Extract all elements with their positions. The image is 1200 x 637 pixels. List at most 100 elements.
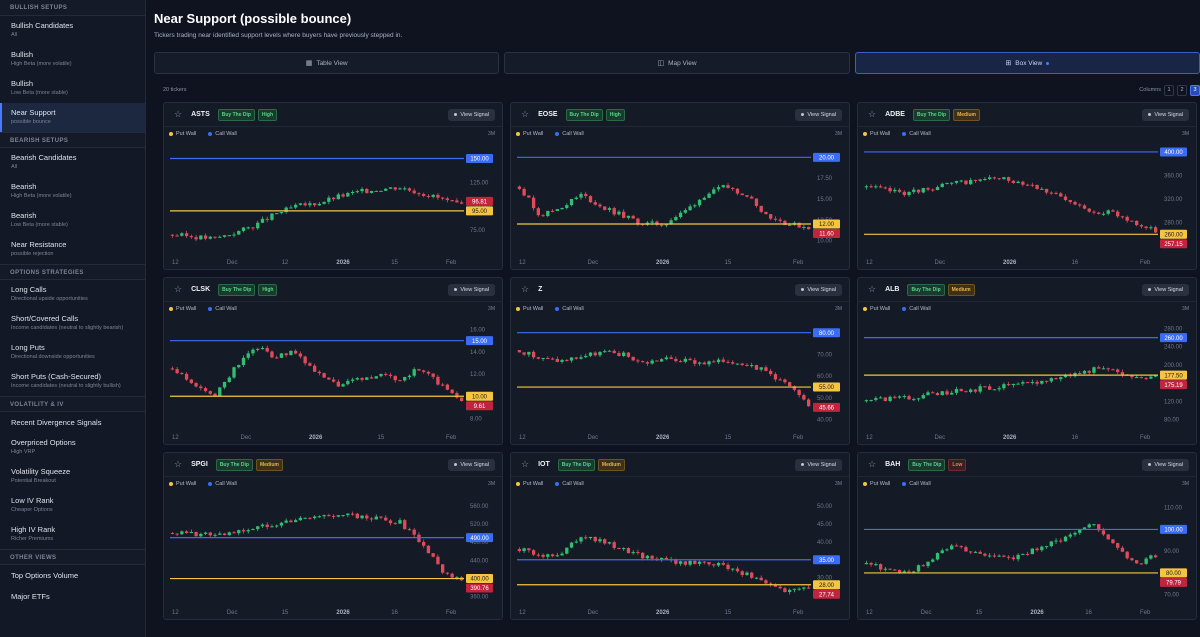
candle-body — [584, 355, 588, 358]
candle-body — [792, 588, 797, 590]
star-icon[interactable]: ☆ — [868, 284, 877, 294]
candle-body — [935, 393, 940, 396]
signal-dot-icon — [801, 288, 805, 291]
candle-body — [560, 553, 564, 556]
candle-body — [260, 524, 265, 527]
candle-body — [517, 350, 522, 353]
sidebar-item-bullish-candidates[interactable]: Bullish Candidates All — [0, 16, 145, 45]
view-signal-button[interactable]: View Signal — [448, 283, 495, 296]
sidebar-item-bullish[interactable]: Bullish Low Beta (more stable) — [0, 74, 145, 103]
candle-body — [1054, 378, 1058, 380]
candle-body — [935, 553, 940, 560]
view-signal-label: View Signal — [460, 461, 489, 468]
candle-body — [603, 539, 607, 544]
sidebar-item-major-etfs[interactable]: Major ETFs — [0, 586, 145, 607]
chart-period: 3M — [488, 481, 495, 487]
view-signal-button[interactable]: View Signal — [1142, 108, 1189, 121]
last-price-badge: 79.79 — [1160, 577, 1187, 587]
sidebar-item-sublabel: High Beta (more volatile) — [11, 61, 72, 67]
y-tick-label: 16.00 — [470, 328, 486, 334]
candle-body — [569, 357, 574, 361]
call-wall-dot-icon — [208, 482, 213, 486]
candle-body — [227, 235, 231, 237]
candle-body — [1097, 367, 1101, 369]
sidebar-item-long-puts[interactable]: Long Puts Directional downside opportunit… — [0, 338, 145, 367]
candle-body — [1006, 177, 1011, 181]
candle-body — [527, 351, 531, 355]
candle-body — [902, 571, 906, 573]
candle-body — [208, 236, 212, 239]
main-content: Near Support (possible bounce) Tickers t… — [146, 0, 1200, 637]
sidebar-item-recent-divergence-signals[interactable]: Recent Divergence Signals — [0, 412, 145, 433]
y-tick-label: 125.00 — [470, 180, 489, 186]
star-icon[interactable]: ☆ — [521, 459, 530, 469]
view-signal-button[interactable]: View Signal — [448, 458, 495, 471]
view-signal-button[interactable]: View Signal — [448, 108, 495, 121]
view-signal-button[interactable]: View Signal — [795, 458, 842, 471]
star-icon[interactable]: ☆ — [868, 109, 877, 119]
candle-body — [612, 542, 616, 548]
columns-2-button[interactable]: 2 — [1177, 84, 1187, 96]
star-icon[interactable]: ☆ — [521, 284, 530, 294]
view-signal-button[interactable]: View Signal — [1142, 458, 1189, 471]
columns-1-button[interactable]: 1 — [1164, 84, 1174, 96]
sidebar-item-bearish[interactable]: Bearish High Beta (more volatile) — [0, 177, 145, 206]
sidebar-item-bullish[interactable]: Bullish High Beta (more volatile) — [0, 45, 145, 74]
sidebar-item-bearish[interactable]: Bearish Low Beta (more stable) — [0, 206, 145, 235]
sidebar-item-near-support[interactable]: Near Support possible bounce — [0, 103, 145, 132]
candle-body — [1092, 367, 1096, 373]
candle-body — [1082, 205, 1087, 209]
legend-call-wall: Call Wall — [208, 306, 237, 312]
sidebar-item-long-calls[interactable]: Long Calls Directional upside opportuniti… — [0, 280, 145, 309]
sidebar-item-near-resistance[interactable]: Near Resistance possible rejection — [0, 235, 145, 264]
legend-call-label: Call Wall — [909, 481, 931, 487]
last-price-badge: 11.60 — [813, 229, 840, 238]
legend-put-label: Put Wall — [870, 306, 891, 312]
candle-body — [869, 186, 873, 188]
sidebar-item-bearish-candidates[interactable]: Bearish Candidates All — [0, 148, 145, 177]
card-header: ☆ SPGI Buy The Dip Medium View Signal — [164, 453, 502, 477]
sidebar-section-heading: OTHER VIEWS — [0, 549, 145, 565]
tab-box-view[interactable]: ⊞ Box View — [854, 52, 1200, 74]
candle-body — [650, 221, 654, 223]
candle-body — [184, 373, 189, 380]
candle-body — [588, 196, 593, 203]
candle-body — [806, 587, 811, 589]
sidebar-item-low-iv-rank[interactable]: Low IV Rank Cheaper Options — [0, 491, 145, 520]
sidebar-item-short-covered-calls[interactable]: Short/Covered Calls Income candidates (ne… — [0, 309, 145, 338]
star-icon[interactable]: ☆ — [174, 284, 183, 294]
star-icon[interactable]: ☆ — [521, 109, 530, 119]
star-icon[interactable]: ☆ — [868, 459, 877, 469]
candle-body — [712, 361, 716, 363]
candle-body — [912, 189, 916, 192]
view-signal-button[interactable]: View Signal — [795, 108, 842, 121]
candle-body — [398, 520, 402, 524]
columns-3-button[interactable]: 3 — [1190, 84, 1200, 96]
view-signal-button[interactable]: View Signal — [1142, 283, 1189, 296]
ticker-symbol: BAH — [885, 461, 901, 468]
candle-body — [379, 373, 383, 377]
candle-body — [645, 362, 650, 364]
candle-body — [788, 224, 792, 226]
candle-body — [969, 551, 973, 553]
candle-body — [773, 584, 778, 587]
y-tick-label: 70.00 — [1164, 593, 1180, 599]
put-wall-badge-text: 260.00 — [1164, 232, 1183, 238]
candle-body — [341, 194, 345, 197]
tab-map-view[interactable]: ◫ Map View — [504, 52, 850, 74]
star-icon[interactable]: ☆ — [174, 109, 183, 119]
sidebar-item-volatility-squeeze[interactable]: Volatility Squeeze Potential Breakout — [0, 462, 145, 491]
candle-body — [588, 352, 593, 356]
sidebar-item-high-iv-rank[interactable]: High IV Rank Richer Premiums — [0, 520, 145, 549]
candle-body — [631, 552, 635, 554]
put-wall-dot-icon — [169, 132, 173, 136]
view-signal-button[interactable]: View Signal — [795, 283, 842, 296]
star-icon[interactable]: ☆ — [174, 459, 183, 469]
sidebar-item-overpriced-options[interactable]: Overpriced Options High VRP — [0, 433, 145, 462]
sidebar-item-top-options-volume[interactable]: Top Options Volume — [0, 565, 145, 586]
candle-body — [1101, 213, 1106, 215]
sidebar-item-short-puts-cash-secured[interactable]: Short Puts (Cash-Secured) Income candidat… — [0, 367, 145, 396]
candle-body — [1059, 377, 1063, 380]
tab-table-view[interactable]: ▦ Table View — [154, 52, 500, 74]
x-tick-label: Feb — [1140, 610, 1151, 616]
